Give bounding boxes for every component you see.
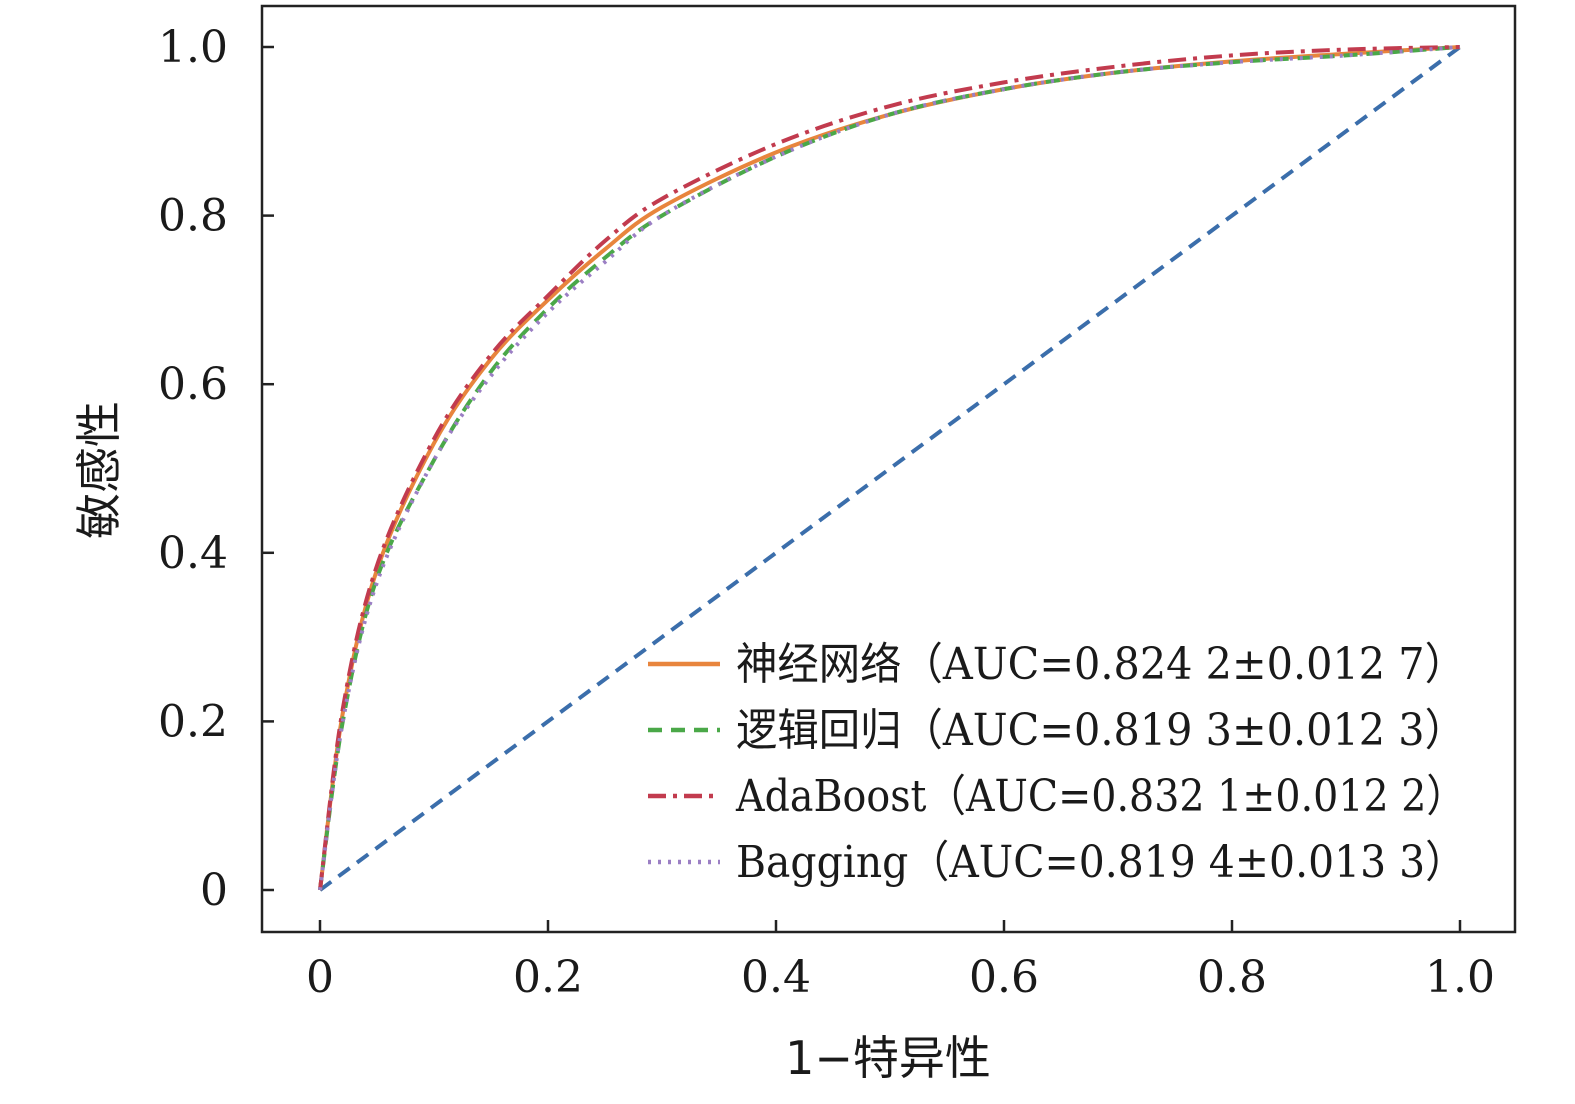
y-tick-label: 1.0 — [158, 22, 228, 73]
legend-label: Bagging（AUC=0.819 4±0.013 3） — [736, 837, 1466, 888]
reference-diagonal-line — [318, 45, 1462, 892]
legend: 神经网络（AUC=0.824 2±0.012 7） 逻辑回归（AUC=0.819 … — [648, 639, 1466, 888]
y-tick-label: 0.2 — [158, 696, 228, 747]
y-tick-label: 0 — [200, 865, 228, 916]
x-tick-label: 0 — [306, 952, 334, 1003]
y-axis-title: 敏感性 — [72, 401, 126, 539]
plot-frame — [260, 4, 1517, 934]
x-tick-label: 0.2 — [513, 952, 583, 1003]
legend-label: 神经网络（AUC=0.824 2±0.012 7） — [736, 639, 1466, 690]
x-tick-label: 0.4 — [741, 952, 811, 1003]
series-line-2 — [318, 45, 1461, 891]
series-layer — [318, 45, 1462, 892]
y-tick-label: 0.4 — [158, 528, 228, 579]
y-tick-label: 0.8 — [158, 191, 228, 242]
x-tick-label: 0.8 — [1197, 952, 1267, 1003]
x-axis-ticks: 0 0.2 0.4 0.6 0.8 1.0 — [306, 920, 1495, 1003]
y-tick-label: 0.6 — [158, 359, 228, 410]
legend-label: AdaBoost（AUC=0.832 1±0.012 2） — [735, 771, 1466, 822]
x-axis-title: 1−特异性 — [785, 1031, 991, 1085]
x-tick-label: 0.6 — [969, 952, 1039, 1003]
y-axis-ticks: 0 0.2 0.4 0.6 0.8 1.0 — [158, 22, 274, 916]
legend-label: 逻辑回归（AUC=0.819 3±0.012 3） — [736, 705, 1466, 756]
x-tick-label: 1.0 — [1425, 952, 1495, 1003]
